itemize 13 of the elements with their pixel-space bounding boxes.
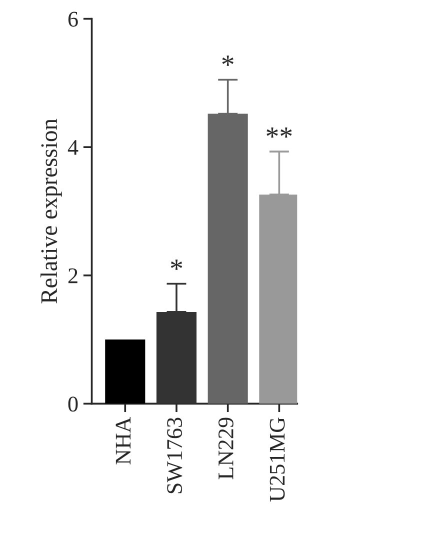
annotation: ** <box>266 127 292 138</box>
x-tick-label: SW1763 <box>167 418 182 494</box>
y-axis-title: Relative expression <box>40 118 62 304</box>
annotation: * <box>170 260 182 270</box>
y-tick-label: 2 <box>68 268 78 284</box>
x-tick-label: U251MG <box>270 418 285 502</box>
y-tick-label: 0 <box>68 396 78 412</box>
x-tick-label: LN229 <box>218 418 234 480</box>
y-tick-label: 4 <box>68 140 78 155</box>
y-tick-label: 6 <box>68 12 78 27</box>
bar <box>105 340 146 404</box>
annotation: * <box>222 56 234 66</box>
x-tick-label: NHA <box>116 417 130 464</box>
